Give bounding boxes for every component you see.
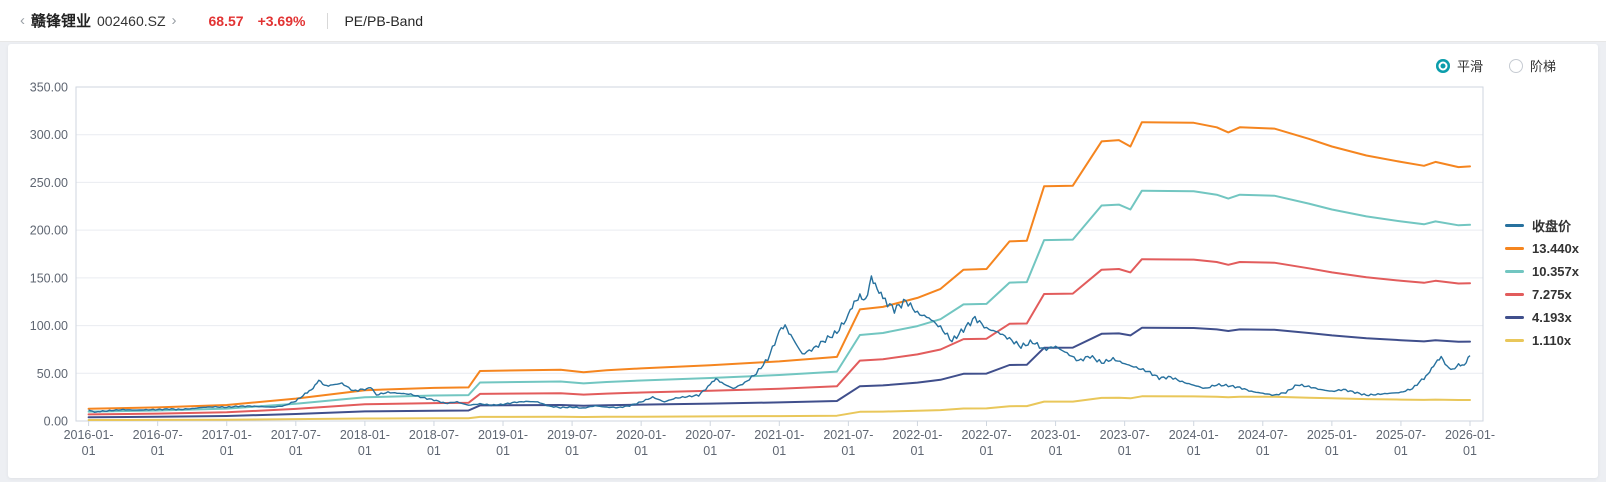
radio-label: 平滑 <box>1456 59 1483 74</box>
x-axis-label: 2025-07-01 <box>1376 428 1426 458</box>
x-axis-label: 2019-01-01 <box>478 428 528 458</box>
title-bar: ‹ 赣锋锂业 002460.SZ › 68.57 +3.69% PE/PB-Ba… <box>0 0 1606 42</box>
radio-option-1[interactable]: 阶梯 <box>1508 56 1556 75</box>
legend-item-5[interactable]: 1.110x <box>1505 333 1579 348</box>
legend-item-0[interactable]: 收盘价 <box>1505 218 1579 234</box>
x-axis-label: 2018-01-01 <box>340 428 390 458</box>
line-mode-radio-group: 平滑 阶梯 <box>1435 56 1556 75</box>
x-axis-label: 2019-07-01 <box>547 428 597 458</box>
radio-label: 阶梯 <box>1529 59 1556 74</box>
back-chevron-icon[interactable]: ‹ <box>20 12 25 29</box>
legend-line-swatch <box>1505 316 1524 319</box>
y-axis-label: 350.00 <box>30 81 68 95</box>
stock-price: 68.57 <box>208 12 244 29</box>
chart-legend: 收盘价 13.440x 10.357x 7.275x 4.193x 1.110x <box>1505 218 1579 348</box>
y-axis-label: 50.00 <box>37 367 68 381</box>
radio-selected-icon[interactable] <box>1435 58 1450 73</box>
page-title: PE/PB-Band <box>344 12 424 29</box>
x-axis-label: 2024-01-01 <box>1169 428 1219 458</box>
x-axis-label: 2026-01-01 <box>1445 428 1495 458</box>
stock-code: 002460.SZ <box>97 12 166 29</box>
x-axis-label: 2017-01-01 <box>202 428 252 458</box>
x-axis-label: 2021-07-01 <box>823 428 873 458</box>
y-axis-label: 0.00 <box>44 415 68 429</box>
legend-item-3[interactable]: 7.275x <box>1505 287 1579 302</box>
x-axis-label: 2025-01-01 <box>1307 428 1357 458</box>
legend-line-swatch <box>1505 224 1524 227</box>
legend-item-1[interactable]: 13.440x <box>1505 241 1579 256</box>
x-axis-label: 2021-01-01 <box>754 428 804 458</box>
y-axis-label: 150.00 <box>30 271 68 285</box>
legend-label: 13.440x <box>1532 241 1579 256</box>
legend-line-swatch <box>1505 339 1524 342</box>
stock-name: 赣锋锂业 <box>31 13 92 30</box>
legend-label: 7.275x <box>1532 287 1572 302</box>
x-axis-label: 2020-01-01 <box>616 428 666 458</box>
plot-border <box>75 86 1484 422</box>
pe-band-line-7.275x <box>87 258 1471 416</box>
pe-band-chart[interactable]: 350.00 300.00 250.00 200.00 150.00 100.00 50.0… <box>8 44 1598 478</box>
legend-item-4[interactable]: 4.193x <box>1505 310 1579 325</box>
x-axis-label: 2016-01-01 <box>64 428 114 458</box>
chart-card: 平滑 阶梯 350.00 300.00 250.00 200.00 150.00 100.0… <box>8 44 1598 478</box>
divider <box>327 12 329 29</box>
y-axis-label: 300.00 <box>30 128 68 142</box>
legend-label: 1.110x <box>1532 333 1572 348</box>
legend-label: 收盘价 <box>1532 219 1572 234</box>
legend-item-2[interactable]: 10.357x <box>1505 264 1579 279</box>
legend-label: 4.193x <box>1532 310 1572 325</box>
radio-unselected-icon[interactable] <box>1508 58 1523 73</box>
x-axis-label: 2024-07-01 <box>1238 428 1288 458</box>
x-axis-label: 2016-07-01 <box>133 428 183 458</box>
x-axis-label: 2018-07-01 <box>409 428 459 458</box>
x-axis-label: 2022-01-01 <box>892 428 942 458</box>
pe-band-line-4.193x <box>87 326 1471 419</box>
x-axis-label: 2023-07-01 <box>1100 428 1150 458</box>
x-axis-label: 2020-07-01 <box>685 428 735 458</box>
pe-band-line-10.357x <box>87 189 1471 413</box>
y-axis-label: 200.00 <box>30 224 68 238</box>
close-price-line <box>88 275 1471 413</box>
y-axis-label: 250.00 <box>30 176 68 190</box>
x-axis-label: 2023-01-01 <box>1031 428 1081 458</box>
y-axis-label: 100.00 <box>30 319 68 333</box>
stock-change-percent: +3.69% <box>257 12 306 29</box>
legend-label: 10.357x <box>1532 264 1579 279</box>
x-axis-label: 2017-07-01 <box>271 428 321 458</box>
legend-line-swatch <box>1505 247 1524 250</box>
legend-line-swatch <box>1505 293 1524 296</box>
radio-option-0[interactable]: 平滑 <box>1435 56 1483 75</box>
pe-band-line-13.440x <box>87 121 1471 410</box>
legend-line-swatch <box>1505 270 1524 273</box>
x-axis-label: 2022-07-01 <box>961 428 1011 458</box>
pe-band-line-1.110x <box>87 395 1471 421</box>
forward-chevron-icon[interactable]: › <box>171 12 177 29</box>
